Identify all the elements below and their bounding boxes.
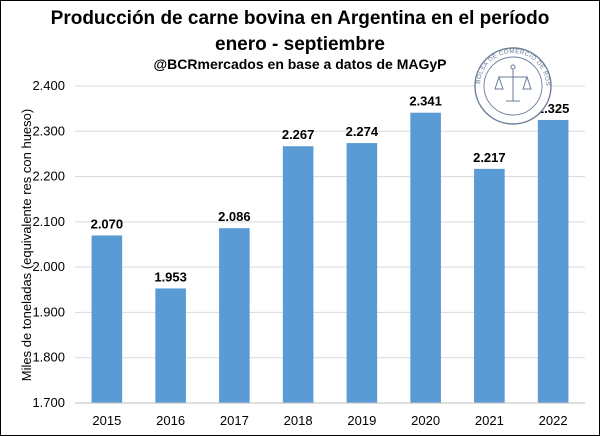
y-tick-label: 1.800 (32, 350, 65, 365)
chart-subtitle: @BCRmercados en base a datos de MAGyP (153, 56, 447, 72)
data-label: 2.341 (409, 94, 442, 109)
y-tick-label: 2.400 (32, 78, 65, 93)
y-tick-label: 1.700 (32, 395, 65, 410)
bar-2017 (219, 228, 250, 403)
data-label: 2.274 (346, 124, 379, 139)
bcr-seal-logo: BOLSA DE COMERCIO DE ROSARIO (474, 47, 552, 125)
bar-2015 (91, 235, 123, 403)
data-label: 2.267 (282, 127, 315, 142)
x-tick-label: 2022 (539, 413, 568, 428)
bar-2016 (155, 288, 186, 403)
x-tick-label: 2018 (284, 413, 313, 428)
y-tick-label: 2.000 (32, 259, 65, 274)
bar-2022 (537, 119, 569, 403)
y-tick-label: 2.200 (32, 169, 65, 184)
x-tick-label: 2021 (475, 413, 504, 428)
chart-title-line2: enero - septiembre (215, 34, 385, 55)
data-label: 2.086 (218, 209, 251, 224)
x-tick-label: 2016 (156, 413, 185, 428)
bar-2018 (282, 146, 314, 404)
bar-2021 (474, 168, 505, 403)
data-label: 2.217 (473, 150, 506, 165)
x-tick-label: 2017 (220, 413, 249, 428)
chart-title-line1: Producción de carne bovina en Argentina … (50, 8, 550, 29)
y-tick-label: 1.900 (32, 304, 65, 319)
data-label: 1.953 (154, 269, 187, 284)
bar-2020 (410, 112, 441, 404)
axes: 1.700 1.800 1.900 2.000 2.100 2.200 2.300 2.400… (32, 78, 585, 428)
bars (91, 112, 569, 404)
y-tick-label: 2.300 (32, 123, 65, 138)
bar-2019 (346, 143, 378, 403)
x-tick-label: 2019 (347, 413, 376, 428)
y-tick-label: 2.100 (32, 214, 65, 229)
x-tick-label: 2015 (92, 413, 121, 428)
y-axis-label: Miles de toneladas (equivalente res con … (19, 109, 34, 381)
gridlines (75, 85, 585, 404)
x-tick-label: 2020 (411, 413, 440, 428)
data-label: 2.070 (91, 216, 124, 231)
